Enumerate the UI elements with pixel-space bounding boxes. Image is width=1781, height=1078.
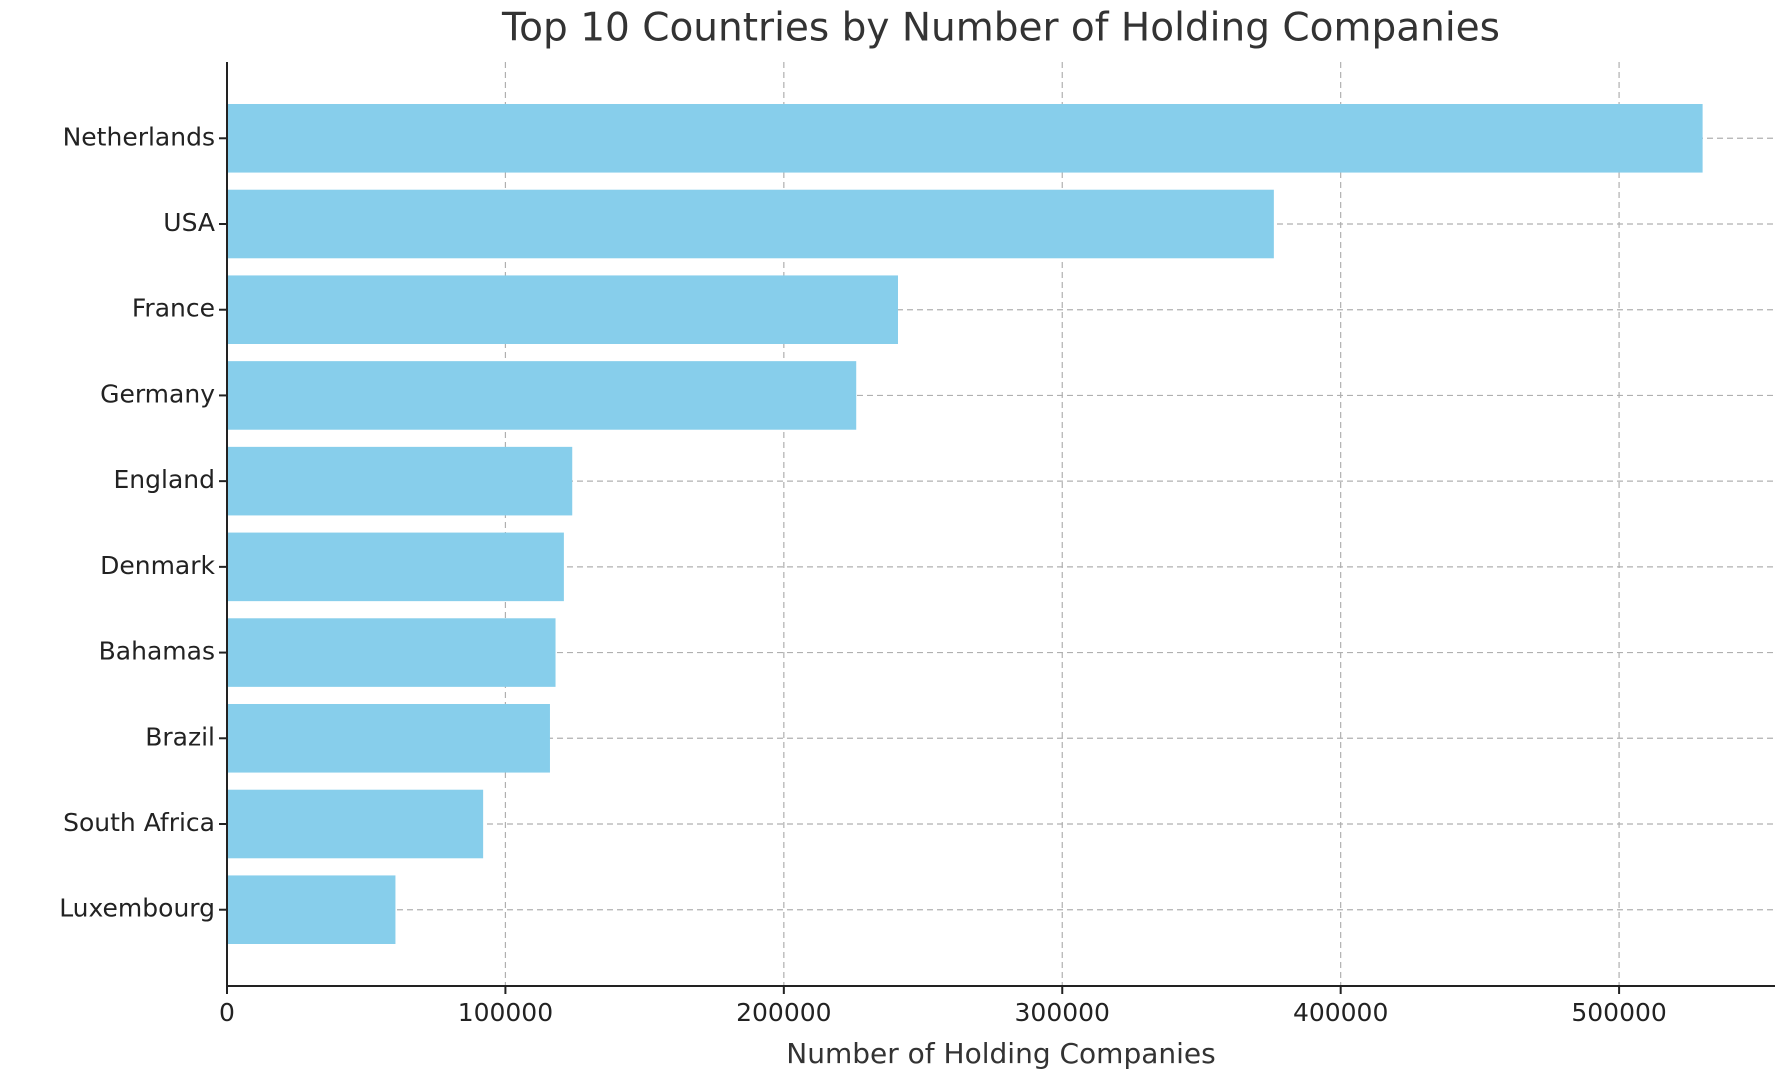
x-tick-label: 500000 — [1571, 998, 1666, 1027]
x-axis-label: Number of Holding Companies — [786, 1037, 1215, 1070]
y-tick-label: France — [132, 294, 215, 323]
x-tick-label: 0 — [219, 998, 235, 1027]
bar — [227, 789, 484, 859]
bar — [227, 875, 396, 944]
bar — [227, 532, 564, 602]
bar — [227, 361, 857, 430]
x-tick-label: 300000 — [1015, 998, 1110, 1027]
bar — [227, 618, 556, 687]
x-tick-label: 200000 — [736, 998, 831, 1027]
bar — [227, 704, 550, 773]
y-tick-label: Netherlands — [63, 122, 215, 151]
x-tick-label: 100000 — [458, 998, 553, 1027]
bar — [227, 446, 573, 516]
y-tick-label: Luxembourg — [59, 894, 215, 923]
y-tick-label: South Africa — [63, 808, 215, 837]
chart-title: Top 10 Countries by Number of Holding Co… — [501, 6, 1500, 51]
y-tick-label: Bahamas — [99, 637, 215, 666]
y-tick-label: Brazil — [145, 722, 215, 751]
y-tick-label: Denmark — [100, 551, 215, 580]
bar — [227, 275, 898, 344]
bar — [227, 189, 1274, 259]
y-tick-label: Germany — [100, 379, 215, 408]
y-tick-label: England — [114, 465, 216, 494]
x-tick-label: 400000 — [1293, 998, 1388, 1027]
bar — [227, 104, 1703, 173]
y-tick-label: USA — [163, 208, 215, 237]
